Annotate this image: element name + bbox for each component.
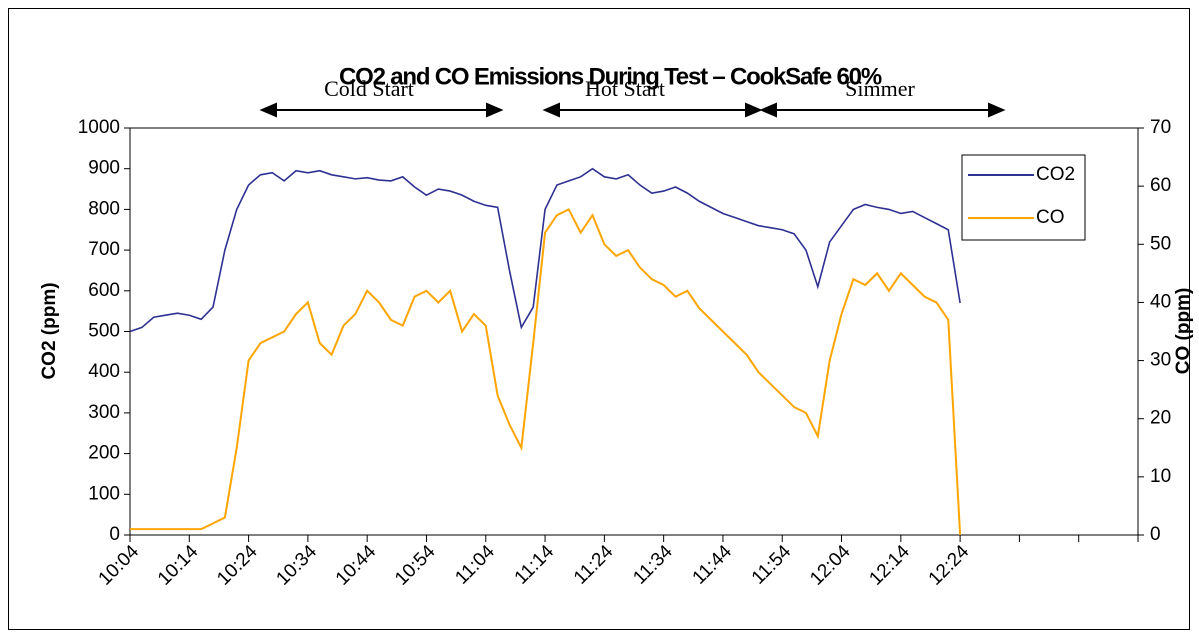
y2-tick-label: 60 (1150, 175, 1171, 196)
y-tick-label: 100 (88, 483, 120, 504)
y2-tick-label: 30 (1150, 350, 1171, 371)
y-tick-label: 700 (88, 239, 120, 260)
legend-label: CO2 (1036, 164, 1075, 185)
series-line (129, 167, 961, 333)
chart-frame (8, 8, 1190, 630)
y2-tick-label: 40 (1150, 291, 1171, 312)
y2-tick-label: 70 (1150, 117, 1171, 138)
y-tick-label: 0 (109, 524, 120, 545)
chart-title: CO2 and CO Emissions During Test – CookS… (339, 63, 882, 90)
y-tick-label: 800 (88, 198, 120, 219)
y-tick-label: 600 (88, 280, 120, 301)
y-tick-label: 300 (88, 402, 120, 423)
y2-tick-label: 50 (1150, 233, 1171, 254)
series-line (130, 208, 962, 536)
legend-box (961, 154, 1086, 241)
legend-label: CO (1036, 207, 1065, 228)
y2-tick-label: 20 (1150, 408, 1171, 429)
legend: CO2 CO (961, 154, 1086, 241)
annotation: Cold Start (324, 76, 414, 101)
y-axis-label: CO2 (ppm) (39, 282, 60, 379)
annotation: Hot Start (585, 76, 665, 101)
y2-tick-label: 10 (1150, 466, 1171, 487)
y-tick-label: 200 (88, 443, 120, 464)
y2-axis-label: CO (ppm) (1173, 288, 1194, 375)
y2-tick-label: 0 (1150, 524, 1161, 545)
y-tick-label: 1000 (78, 117, 120, 138)
annotation: Simmer (845, 76, 915, 101)
phase-arrows (259, 102, 1006, 118)
y-tick-label: 400 (88, 361, 120, 382)
y-tick-label: 500 (88, 321, 120, 342)
y-tick-label: 900 (88, 158, 120, 179)
